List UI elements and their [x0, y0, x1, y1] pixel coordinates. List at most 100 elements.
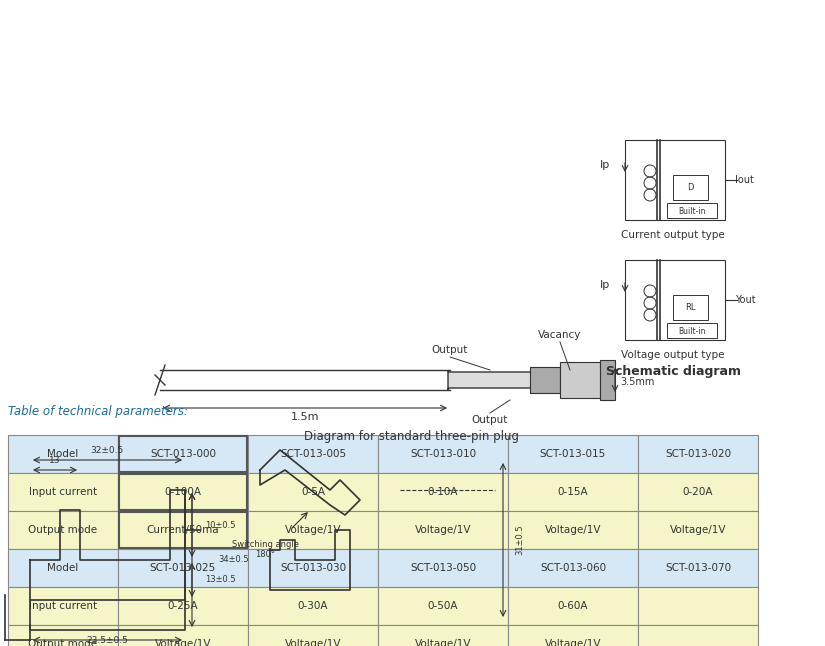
Bar [667, 323, 717, 338]
Text: Voltage/1V: Voltage/1V [155, 639, 211, 646]
Bar [55, 540, 165, 590]
Text: D: D [686, 183, 693, 193]
FancyBboxPatch shape [448, 370, 532, 390]
Bar [378, 625, 508, 646]
Text: Current/50ma: Current/50ma [147, 525, 219, 535]
Bar [248, 625, 378, 646]
Text: SCT-013-025: SCT-013-025 [150, 563, 216, 573]
Text: Output mode: Output mode [28, 525, 97, 535]
Text: 34±0.5: 34±0.5 [218, 556, 248, 565]
Text: Voltage/1V: Voltage/1V [670, 525, 726, 535]
Bar [378, 511, 508, 549]
Text: Schematic diagram: Schematic diagram [606, 365, 741, 378]
Text: 13±0.5: 13±0.5 [205, 576, 236, 585]
Bar [119, 436, 247, 472]
Bar [638, 511, 758, 549]
Text: Voltage/1V: Voltage/1V [544, 525, 601, 535]
Text: Output: Output [472, 415, 508, 425]
Text: 0-100A: 0-100A [164, 487, 201, 497]
Bar [508, 625, 638, 646]
Text: SCT-013-050: SCT-013-050 [410, 563, 476, 573]
Bar [118, 549, 248, 587]
Text: SCT-013-010: SCT-013-010 [410, 449, 476, 459]
Bar [508, 549, 638, 587]
Bar [638, 435, 758, 473]
Text: RL: RL [685, 304, 695, 313]
Bar [405, 620, 490, 646]
Text: Ip: Ip [600, 160, 610, 170]
Text: Voltage/1V: Voltage/1V [544, 639, 601, 646]
Bar [508, 435, 638, 473]
Text: SCT-013-060: SCT-013-060 [540, 563, 606, 573]
Bar [8, 549, 118, 587]
Text: 0-60A: 0-60A [558, 601, 588, 611]
Bar [638, 473, 758, 511]
Text: Input current: Input current [29, 601, 97, 611]
Text: Output mode: Output mode [28, 639, 97, 646]
Text: Vacancy: Vacancy [538, 330, 582, 340]
Text: 0-5A: 0-5A [301, 487, 325, 497]
Bar [118, 473, 248, 511]
Bar [378, 473, 508, 511]
Bar [625, 260, 725, 340]
Bar [248, 473, 378, 511]
Text: Model: Model [47, 563, 78, 573]
Text: Voltage/1V: Voltage/1V [415, 525, 471, 535]
Bar [600, 360, 615, 400]
Text: Built-in: Built-in [678, 207, 705, 216]
Text: 13: 13 [50, 456, 61, 465]
Bar [118, 587, 248, 625]
Bar [378, 435, 508, 473]
Bar [55, 490, 85, 515]
Bar [638, 625, 758, 646]
Text: 0-50A: 0-50A [427, 601, 458, 611]
Text: SCT-013-020: SCT-013-020 [665, 449, 731, 459]
Text: Yout: Yout [735, 295, 756, 305]
Bar [118, 511, 248, 549]
Bar [560, 362, 600, 398]
Bar [119, 512, 247, 548]
Text: Voltage/1V: Voltage/1V [285, 525, 342, 535]
Text: Input current: Input current [29, 487, 97, 497]
Bar [378, 549, 508, 587]
Text: Iout: Iout [735, 175, 754, 185]
Bar [638, 549, 758, 587]
Text: Built-in: Built-in [678, 326, 705, 335]
Bar [248, 511, 378, 549]
Text: 1.5m: 1.5m [290, 412, 319, 422]
Text: 10±0.5: 10±0.5 [205, 521, 235, 530]
Bar [673, 295, 708, 320]
Bar [508, 587, 638, 625]
Bar [450, 570, 462, 610]
Bar [430, 570, 442, 610]
Text: 3.5mm: 3.5mm [620, 377, 654, 387]
Text: SCT-013-005: SCT-013-005 [280, 449, 346, 459]
Text: Switching angle
180°: Switching angle 180° [232, 540, 299, 559]
Bar [118, 435, 248, 473]
Text: 0-10A: 0-10A [427, 487, 458, 497]
Bar [8, 473, 118, 511]
Text: SCT-013-070: SCT-013-070 [665, 563, 731, 573]
Text: SCT-013-030: SCT-013-030 [280, 563, 346, 573]
Bar [673, 175, 708, 200]
Bar [8, 625, 118, 646]
Text: Voltage output type: Voltage output type [621, 350, 724, 360]
Text: Current output type: Current output type [621, 230, 725, 240]
Text: Ip: Ip [600, 280, 610, 290]
Text: 31±0.5: 31±0.5 [515, 525, 524, 556]
Text: Output: Output [431, 345, 469, 355]
Bar [508, 473, 638, 511]
Text: Model: Model [47, 449, 78, 459]
Text: Diagram for standard three-pin plug: Diagram for standard three-pin plug [304, 430, 520, 443]
Bar [248, 549, 378, 587]
Bar [638, 587, 758, 625]
Bar [248, 587, 378, 625]
Bar [378, 587, 508, 625]
Bar [508, 511, 638, 549]
Text: 32±0.5: 32±0.5 [91, 446, 124, 455]
Text: Voltage/1V: Voltage/1V [285, 639, 342, 646]
Bar [8, 511, 118, 549]
Text: Table of technical parameters:: Table of technical parameters: [8, 405, 188, 418]
Bar [470, 570, 482, 610]
Bar [530, 367, 560, 393]
